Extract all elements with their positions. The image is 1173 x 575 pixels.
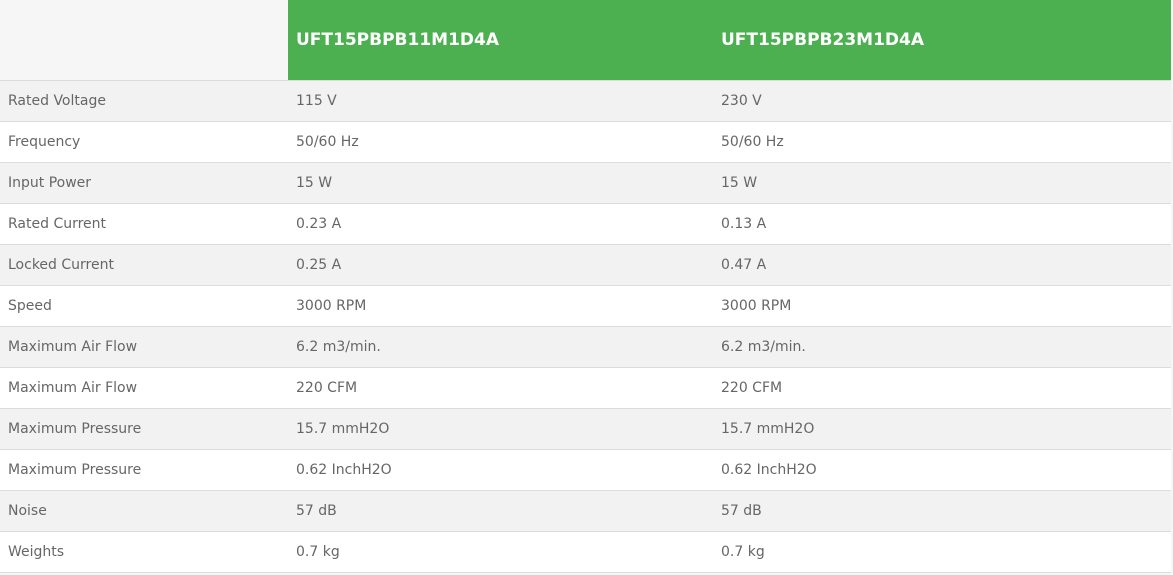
header-model-2: UFT15PBPB23M1D4A bbox=[713, 0, 1171, 81]
spec-value: 15 W bbox=[288, 162, 713, 204]
spec-value: 57 dB bbox=[288, 490, 713, 532]
table-row: Locked Current 0.25 A 0.47 A bbox=[0, 244, 1171, 286]
spec-value: 220 CFM bbox=[288, 367, 713, 409]
spec-value: 0.7 kg bbox=[713, 531, 1171, 573]
spec-value: 3000 RPM bbox=[288, 285, 713, 327]
spec-label: Frequency bbox=[0, 121, 288, 163]
table-row: Rated Current 0.23 A 0.13 A bbox=[0, 203, 1171, 245]
spec-label: Input Power bbox=[0, 162, 288, 204]
spec-value: 0.13 A bbox=[713, 203, 1171, 245]
spec-value: 15 W bbox=[713, 162, 1171, 204]
spec-label: Rated Current bbox=[0, 203, 288, 245]
spec-value: 15.7 mmH2O bbox=[288, 408, 713, 450]
spec-value: 0.47 A bbox=[713, 244, 1171, 286]
header-model-1: UFT15PBPB11M1D4A bbox=[288, 0, 713, 81]
spec-value: 0.62 InchH2O bbox=[288, 449, 713, 491]
spec-value: 57 dB bbox=[713, 490, 1171, 532]
table-row: Noise 57 dB 57 dB bbox=[0, 490, 1171, 532]
spec-value: 0.25 A bbox=[288, 244, 713, 286]
spec-value: 0.23 A bbox=[288, 203, 713, 245]
spec-label: Maximum Air Flow bbox=[0, 367, 288, 409]
spec-value: 3000 RPM bbox=[713, 285, 1171, 327]
spec-label: Locked Current bbox=[0, 244, 288, 286]
spec-label: Maximum Pressure bbox=[0, 449, 288, 491]
spec-value: 220 CFM bbox=[713, 367, 1171, 409]
spec-label: Weights bbox=[0, 531, 288, 573]
spec-label: Maximum Pressure bbox=[0, 408, 288, 450]
spec-label: Rated Voltage bbox=[0, 80, 288, 122]
table-row: Maximum Pressure 0.62 InchH2O 0.62 InchH2O bbox=[0, 449, 1171, 491]
spec-value: 6.2 m3/min. bbox=[713, 326, 1171, 368]
header-blank bbox=[0, 0, 288, 81]
table-row: Speed 3000 RPM 3000 RPM bbox=[0, 285, 1171, 327]
table-row: Weights 0.7 kg 0.7 kg bbox=[0, 531, 1171, 573]
spec-value: 230 V bbox=[713, 80, 1171, 122]
table-row: Rated Voltage 115 V 230 V bbox=[0, 80, 1171, 122]
table-row: Input Power 15 W 15 W bbox=[0, 162, 1171, 204]
spec-label: Noise bbox=[0, 490, 288, 532]
table-row: Maximum Air Flow 6.2 m3/min. 6.2 m3/min. bbox=[0, 326, 1171, 368]
spec-value: 0.62 InchH2O bbox=[713, 449, 1171, 491]
spec-value: 15.7 mmH2O bbox=[713, 408, 1171, 450]
table-row: Frequency 50/60 Hz 50/60 Hz bbox=[0, 121, 1171, 163]
spec-label: Speed bbox=[0, 285, 288, 327]
spec-label: Maximum Air Flow bbox=[0, 326, 288, 368]
spec-value: 0.7 kg bbox=[288, 531, 713, 573]
table-row: Maximum Air Flow 220 CFM 220 CFM bbox=[0, 367, 1171, 409]
spec-value: 115 V bbox=[288, 80, 713, 122]
spec-value: 50/60 Hz bbox=[713, 121, 1171, 163]
spec-value: 50/60 Hz bbox=[288, 121, 713, 163]
spec-value: 6.2 m3/min. bbox=[288, 326, 713, 368]
header-row: UFT15PBPB11M1D4A UFT15PBPB23M1D4A bbox=[0, 0, 1171, 81]
table-row: Maximum Pressure 15.7 mmH2O 15.7 mmH2O bbox=[0, 408, 1171, 450]
